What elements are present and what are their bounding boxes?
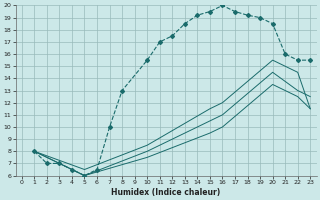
X-axis label: Humidex (Indice chaleur): Humidex (Indice chaleur) — [111, 188, 221, 197]
